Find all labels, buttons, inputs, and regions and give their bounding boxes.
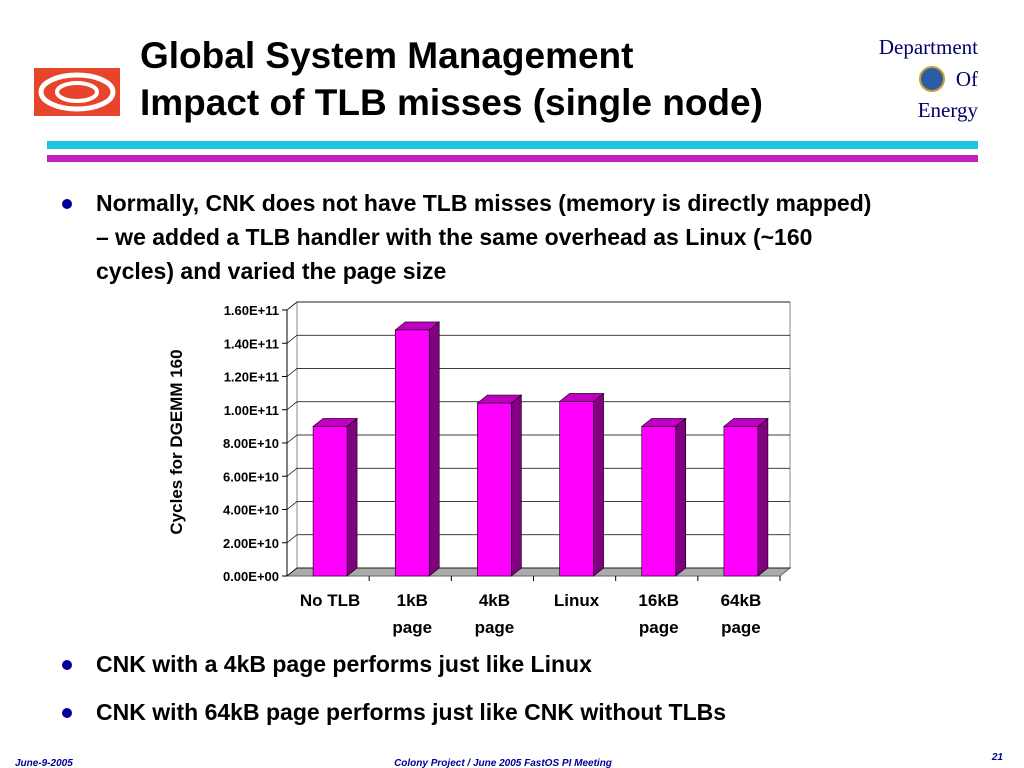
x-tick-label: 1kB page bbox=[392, 591, 432, 637]
y-tick-label: 1.40E+11 bbox=[224, 336, 279, 351]
agency-line: Energy bbox=[918, 98, 979, 122]
x-tick-label: 64kB page bbox=[721, 591, 762, 637]
y-tick-label: 0.00E+00 bbox=[223, 569, 279, 584]
y-tick-label: 1.60E+11 bbox=[224, 303, 279, 318]
footer-event: Colony Project / June 2005 FastOS PI Mee… bbox=[394, 758, 612, 768]
grid-line bbox=[286, 401, 790, 411]
bullet-dot bbox=[62, 199, 72, 209]
grid-line bbox=[286, 334, 790, 344]
rule-magenta bbox=[47, 155, 978, 162]
bar-side bbox=[511, 394, 522, 577]
x-tick-label: Linux bbox=[554, 591, 600, 610]
logo bbox=[34, 68, 120, 116]
grid-line bbox=[286, 301, 790, 311]
plot-floor bbox=[285, 567, 792, 577]
grid-line bbox=[286, 534, 790, 544]
grid-line bbox=[286, 368, 790, 377]
bar bbox=[559, 401, 594, 577]
bullet-dot bbox=[62, 708, 72, 718]
y-axis-label: Cycles for DGEMM 160 bbox=[167, 349, 186, 534]
agency-line: Of bbox=[956, 67, 978, 91]
bullet-text: CNK with a 4kB page performs just like L… bbox=[96, 651, 592, 677]
bar-side bbox=[346, 417, 358, 577]
y-tick-label: 1.20E+11 bbox=[224, 370, 279, 385]
x-tick-label: 16kB page bbox=[638, 591, 679, 637]
title-line: Global System Management bbox=[140, 35, 633, 76]
grid-line bbox=[286, 567, 790, 577]
bullet-text: Normally, CNK does not have TLB misses (… bbox=[96, 190, 871, 284]
footer-page: 21 bbox=[991, 752, 1004, 763]
x-tick-label: 4kB page bbox=[475, 591, 515, 637]
bar-side bbox=[675, 417, 687, 577]
grid-line bbox=[286, 467, 790, 477]
y-tick-label: 1.00E+11 bbox=[224, 403, 279, 418]
y-tick-label: 2.00E+10 bbox=[223, 536, 279, 551]
bar bbox=[723, 426, 759, 577]
bar bbox=[477, 402, 512, 577]
y-tick-label: 8.00E+10 bbox=[223, 436, 279, 451]
agency-line: Department bbox=[879, 35, 978, 59]
grid-line bbox=[286, 501, 790, 510]
bar bbox=[394, 329, 430, 577]
title-line: Impact of TLB misses (single node) bbox=[140, 82, 763, 123]
doe-seal bbox=[919, 66, 945, 92]
bar-side bbox=[428, 321, 440, 577]
bar bbox=[641, 426, 677, 577]
bar bbox=[312, 426, 348, 577]
rule-cyan bbox=[47, 141, 978, 149]
bullet-dot bbox=[62, 660, 72, 670]
x-tick-label: No TLB bbox=[300, 591, 360, 610]
grid-line bbox=[286, 434, 790, 444]
bullet-text: CNK with 64kB page performs just like CN… bbox=[96, 699, 726, 725]
bar-side bbox=[757, 417, 769, 577]
y-tick-label: 4.00E+10 bbox=[223, 503, 279, 518]
footer-date: June-9-2005 bbox=[15, 758, 73, 768]
bar-side bbox=[593, 392, 604, 577]
y-tick-label: 6.00E+10 bbox=[223, 469, 279, 484]
